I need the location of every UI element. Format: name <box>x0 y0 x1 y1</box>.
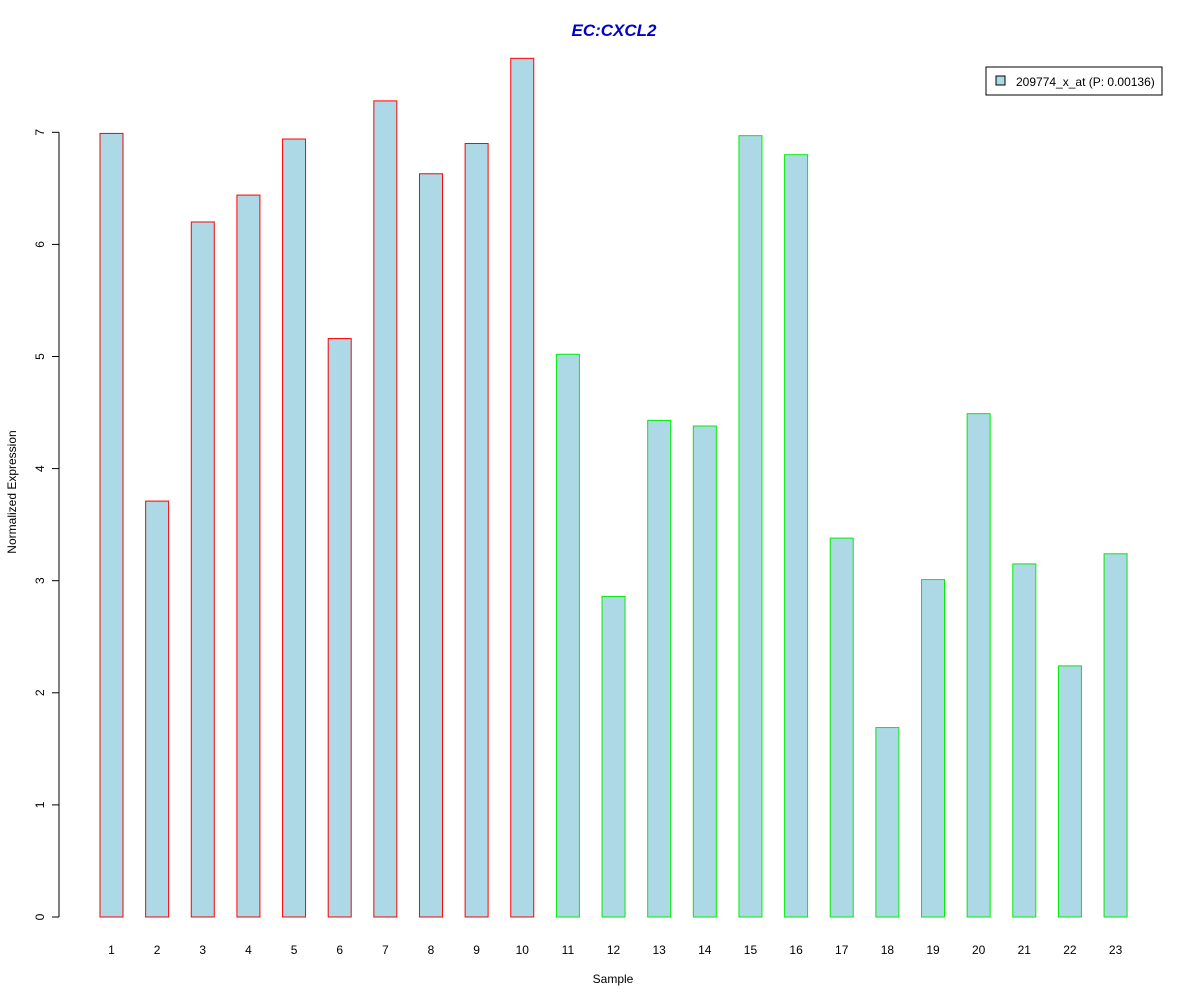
bar-sample-20 <box>966 413 991 918</box>
x-axis-label: Sample <box>593 972 634 986</box>
y-axis-label: Normalized Expression <box>5 430 19 553</box>
bar-sample-17 <box>829 537 854 918</box>
bar-sample-12 <box>601 595 626 918</box>
x-tick-label: 5 <box>291 943 298 957</box>
y-tick-label: 0 <box>33 913 47 920</box>
x-axis: 1 2 3 4 5 6 7 8 9 10 11 12 13 14 15 16 17 18 19 20 21 22 23 <box>108 943 1122 957</box>
bar-sample-18 <box>875 727 900 918</box>
bar-sample-11 <box>555 353 580 918</box>
bar-sample-8 <box>418 173 443 918</box>
legend-swatch <box>995 75 1006 86</box>
bar-sample-9 <box>464 143 489 918</box>
bars <box>99 57 1128 918</box>
legend-entry: 209774_x_at (P: 0.00136) <box>1016 75 1155 89</box>
chart-title: EC:CXCL2 <box>571 21 657 40</box>
bar-sample-16 <box>784 154 809 918</box>
y-tick-label: 4 <box>33 465 47 472</box>
x-tick-label: 9 <box>473 943 480 957</box>
x-tick-label: 14 <box>698 943 712 957</box>
bar-sample-6 <box>327 338 352 918</box>
x-tick-label: 4 <box>245 943 252 957</box>
x-tick-label: 17 <box>835 943 849 957</box>
x-tick-label: 20 <box>972 943 986 957</box>
x-tick-label: 7 <box>382 943 389 957</box>
bar-sample-23 <box>1103 553 1128 918</box>
x-tick-label: 1 <box>108 943 115 957</box>
x-tick-label: 10 <box>516 943 530 957</box>
x-tick-label: 15 <box>744 943 758 957</box>
bar-sample-22 <box>1057 665 1082 918</box>
y-tick-label: 1 <box>33 801 47 808</box>
y-tick-label: 2 <box>33 689 47 696</box>
bar-sample-14 <box>692 425 717 918</box>
x-tick-label: 16 <box>789 943 803 957</box>
bar-sample-19 <box>921 579 946 918</box>
bar-sample-2 <box>145 500 170 918</box>
bar-sample-21 <box>1012 563 1037 918</box>
x-tick-label: 23 <box>1109 943 1123 957</box>
legend: 209774_x_at (P: 0.00136) <box>985 66 1163 96</box>
y-tick-label: 6 <box>33 241 47 248</box>
bar-sample-7 <box>373 100 398 918</box>
x-tick-label: 3 <box>199 943 206 957</box>
x-tick-label: 6 <box>336 943 343 957</box>
bar-sample-3 <box>190 221 215 918</box>
x-tick-label: 22 <box>1063 943 1077 957</box>
x-tick-label: 21 <box>1018 943 1032 957</box>
bar-sample-13 <box>647 419 672 918</box>
y-axis: 0 1 2 3 4 5 6 7 <box>33 129 60 920</box>
y-tick-label: 5 <box>33 353 47 360</box>
x-tick-label: 19 <box>926 943 940 957</box>
bar-sample-5 <box>282 138 307 918</box>
x-tick-label: 18 <box>881 943 895 957</box>
bar-sample-15 <box>738 135 763 918</box>
x-tick-label: 11 <box>562 943 575 957</box>
y-tick-label: 7 <box>33 129 47 136</box>
bar-sample-1 <box>99 132 124 918</box>
y-tick-label: 3 <box>33 577 47 584</box>
bar-sample-10 <box>510 57 535 918</box>
legend-box <box>985 66 1163 96</box>
x-tick-label: 12 <box>607 943 621 957</box>
x-tick-label: 13 <box>653 943 667 957</box>
x-tick-label: 8 <box>428 943 435 957</box>
x-tick-label: 2 <box>154 943 161 957</box>
bar-sample-4 <box>236 194 261 918</box>
